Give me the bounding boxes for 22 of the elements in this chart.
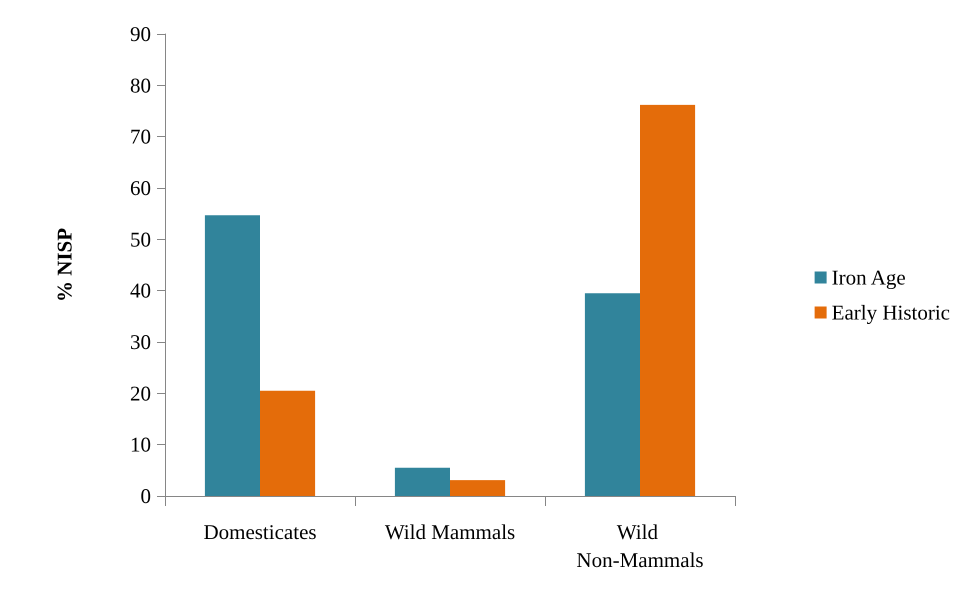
bar bbox=[394, 468, 450, 496]
bar bbox=[584, 293, 640, 496]
y-tick-label: 30 bbox=[130, 330, 151, 354]
legend-label: Early Historic bbox=[832, 300, 950, 324]
y-tick-label: 20 bbox=[130, 381, 151, 406]
x-tick-label: Domesticates bbox=[203, 520, 317, 544]
bar bbox=[450, 480, 506, 496]
y-tick-label: 50 bbox=[130, 227, 151, 252]
y-axis-title: % NISP bbox=[52, 228, 76, 302]
y-tick-label: 60 bbox=[130, 176, 151, 200]
y-tick-label: 10 bbox=[130, 432, 151, 457]
bar bbox=[260, 390, 316, 496]
y-tick-label: 70 bbox=[130, 124, 151, 149]
y-tick-label: 0 bbox=[140, 484, 151, 508]
y-tick-label: 80 bbox=[130, 73, 151, 98]
bar bbox=[204, 215, 260, 496]
x-tick-label: Wild Mammals bbox=[384, 520, 516, 544]
legend-label: Iron Age bbox=[832, 266, 906, 290]
x-tick-label: Wild Non-Mammals bbox=[576, 520, 704, 572]
y-tick-label: 90 bbox=[130, 22, 151, 46]
y-tick-label: 40 bbox=[130, 278, 151, 303]
bar bbox=[640, 104, 696, 496]
